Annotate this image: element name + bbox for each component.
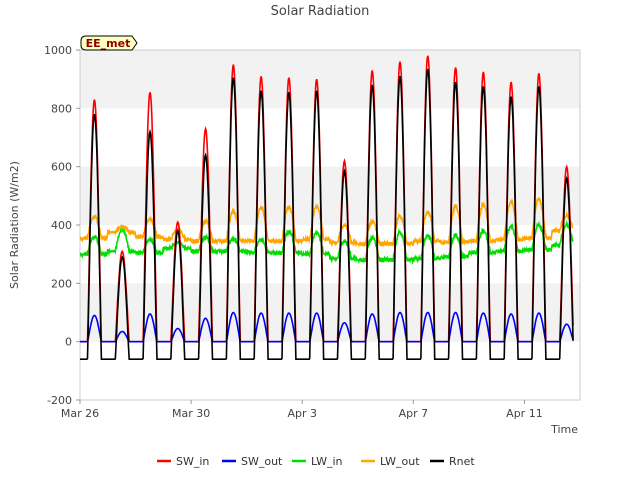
legend: SW_in SW_out LW_in LW_out Rnet <box>157 455 475 468</box>
y-tick-label: 600 <box>51 161 72 174</box>
x-tick-label: Mar 26 <box>61 407 99 420</box>
y-tick-label: 0 <box>65 336 72 349</box>
series-line-lw-out <box>79 197 574 249</box>
grid-band <box>80 50 580 109</box>
series-line-sw-out <box>80 311 574 343</box>
grid-band <box>80 283 580 342</box>
site-label: EE_met <box>86 37 131 50</box>
x-tick-label: Apr 7 <box>399 407 429 420</box>
series-line-lw-in <box>79 219 574 266</box>
chart-title: Solar Radiation <box>271 4 370 19</box>
x-axis-label: Time <box>550 423 578 436</box>
y-tick-label: 1000 <box>44 44 72 57</box>
legend-item-label: LW_in <box>311 455 343 468</box>
legend-item-label: SW_in <box>176 455 209 468</box>
legend-item-label: SW_out <box>241 455 283 468</box>
y-tick-label: 800 <box>51 102 72 115</box>
y-tick-label: 400 <box>51 219 72 232</box>
x-tick-label: Apr 11 <box>506 407 543 420</box>
y-tick-label: -200 <box>47 394 72 407</box>
legend-item-label: Rnet <box>449 455 475 468</box>
legend-item-label: LW_out <box>380 455 420 468</box>
x-tick-label: Mar 30 <box>172 407 210 420</box>
site-label-box: EE_met <box>80 35 138 51</box>
x-tick-label: Apr 3 <box>287 407 317 420</box>
grid-band <box>80 166 580 225</box>
y-axis-label: Solar Radiation (W/m2) <box>8 161 21 289</box>
y-tick-label: 200 <box>51 277 72 290</box>
series-line-rnet <box>80 68 574 361</box>
